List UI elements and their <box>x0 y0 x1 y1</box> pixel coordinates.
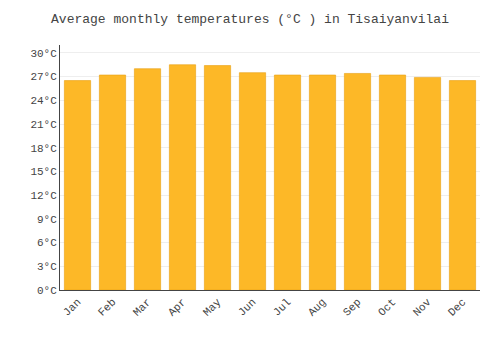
svg-text:Oct: Oct <box>376 296 398 318</box>
svg-text:Mar: Mar <box>131 296 153 318</box>
svg-text:30°C: 30°C <box>30 48 57 60</box>
svg-text:Jun: Jun <box>236 296 258 318</box>
svg-text:3°C: 3°C <box>37 261 57 273</box>
svg-text:Average monthly temperatures (: Average monthly temperatures (°C ) in Ti… <box>51 12 449 27</box>
svg-text:24°C: 24°C <box>30 95 57 107</box>
svg-text:18°C: 18°C <box>30 143 57 155</box>
svg-text:Nov: Nov <box>411 296 434 319</box>
svg-text:Aug: Aug <box>306 296 328 318</box>
svg-text:27°C: 27°C <box>30 71 57 83</box>
svg-text:15°C: 15°C <box>30 166 57 178</box>
svg-text:Jan: Jan <box>61 296 83 318</box>
svg-text:Apr: Apr <box>166 296 188 318</box>
svg-text:Feb: Feb <box>96 296 118 318</box>
svg-text:6°C: 6°C <box>37 237 57 249</box>
svg-text:12°C: 12°C <box>30 190 57 202</box>
svg-text:21°C: 21°C <box>30 119 57 131</box>
svg-text:0°C: 0°C <box>37 285 57 297</box>
svg-text:May: May <box>201 296 224 319</box>
svg-text:Jul: Jul <box>271 296 293 318</box>
svg-text:Dec: Dec <box>446 296 468 318</box>
svg-text:Sep: Sep <box>341 296 363 318</box>
svg-text:9°C: 9°C <box>37 214 57 226</box>
